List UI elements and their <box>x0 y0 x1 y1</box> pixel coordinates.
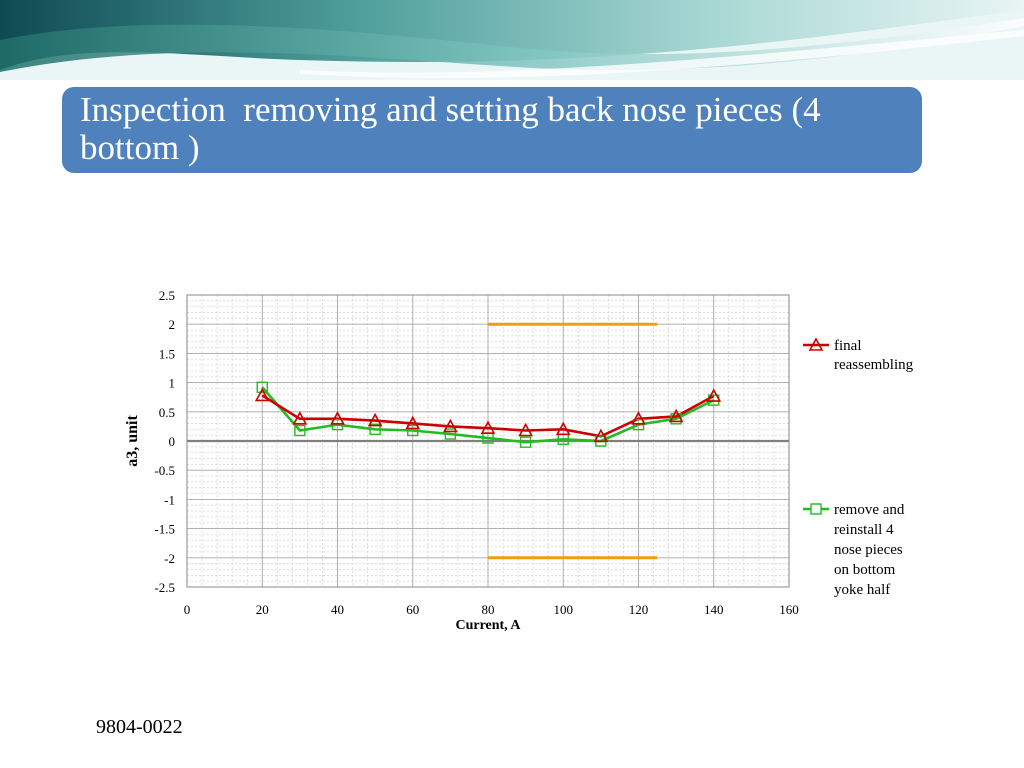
slide-footer-code: 9804-0022 <box>96 716 183 738</box>
y-tick-label: 0 <box>169 434 176 449</box>
legend-label: remove and reinstall 4 nose pieces on botto… <box>834 502 905 598</box>
series-point <box>405 415 421 430</box>
series-point <box>555 421 571 436</box>
slide-title-box: Inspection removing and setting back nos… <box>62 87 922 173</box>
x-tick-label: 20 <box>256 602 269 617</box>
y-axis-label: a3, unit <box>124 415 141 467</box>
series-point <box>632 418 645 431</box>
series-point <box>256 381 268 393</box>
series-point <box>292 411 308 425</box>
series-point <box>631 411 646 425</box>
x-tick-label: 40 <box>331 602 344 617</box>
series-point <box>480 420 496 434</box>
series-point <box>369 423 381 436</box>
x-axis-label: Current, A <box>455 618 521 633</box>
series-point <box>331 418 344 431</box>
legend: final reassembling remove and reinstall 4 no… <box>803 337 914 598</box>
series-line <box>261 386 715 444</box>
y-tick-label: -1 <box>164 492 175 507</box>
series-point <box>443 418 458 433</box>
x-tick-label: 120 <box>629 602 649 617</box>
y-tick-label: 0.5 <box>159 405 175 420</box>
slide-title: Inspection removing and setting back nos… <box>80 90 830 167</box>
y-tick-label: 2.5 <box>159 288 175 303</box>
series-point <box>668 408 684 423</box>
y-tick-labels: 2.5 2 1.5 1 0.5 0 -0.5 -1 -1.5 -2 -2.5 <box>154 288 175 595</box>
data-series <box>254 381 722 448</box>
series-point <box>407 424 419 437</box>
legend-marker <box>808 337 824 351</box>
header-banner <box>0 0 1024 80</box>
series-point <box>444 428 457 440</box>
y-tick-label: -2 <box>164 551 175 566</box>
x-tick-label: 100 <box>554 602 574 617</box>
x-tick-label: 160 <box>779 602 799 617</box>
y-tick-label: -0.5 <box>154 463 175 478</box>
series-point <box>706 388 722 402</box>
series-point <box>254 387 270 402</box>
y-tick-label: -1.5 <box>154 522 175 537</box>
series-point <box>294 424 306 437</box>
y-tick-label: -2.5 <box>154 580 175 595</box>
series-point <box>367 412 383 427</box>
x-tick-label: 140 <box>704 602 724 617</box>
limit-lines <box>488 322 658 560</box>
x-tick-labels: 0 20 40 60 80 100 120 140 160 <box>184 602 799 617</box>
legend-label: final reassembling <box>834 338 914 373</box>
y-tick-label: 2 <box>169 317 176 332</box>
y-tick-label: 1 <box>169 376 176 391</box>
series-point <box>518 422 533 437</box>
x-tick-label: 0 <box>184 602 191 617</box>
y-tick-label: 1.5 <box>159 346 175 361</box>
series-point <box>519 436 532 448</box>
x-tick-label: 80 <box>482 602 495 617</box>
x-tick-label: 60 <box>406 602 419 617</box>
series-line <box>261 394 715 438</box>
series-point <box>330 411 345 425</box>
series-point <box>593 428 609 443</box>
legend-marker <box>810 503 822 515</box>
